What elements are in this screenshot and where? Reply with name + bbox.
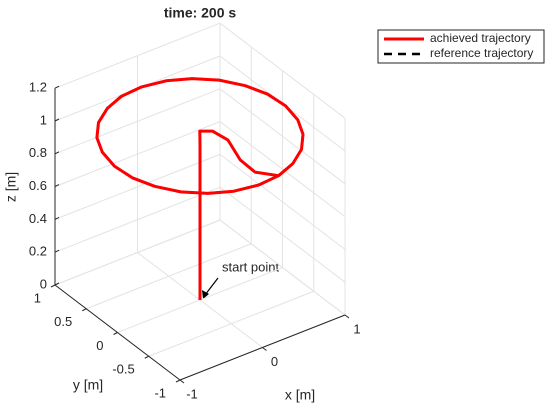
x-tick-label: 1 bbox=[353, 321, 360, 336]
z-tick-label: 0.6 bbox=[29, 178, 47, 193]
z-tick-label: 0.2 bbox=[29, 244, 47, 259]
y-tick-label: 1 bbox=[34, 290, 41, 305]
grid-line bbox=[219, 219, 346, 316]
x-tick-label: -1 bbox=[186, 386, 198, 401]
grid-line bbox=[54, 219, 221, 286]
tick-mark bbox=[54, 118, 60, 122]
chart-title: time: 200 s bbox=[164, 5, 237, 21]
grid-line bbox=[54, 121, 221, 188]
y-tick-label: -0.5 bbox=[112, 362, 134, 377]
grid-line bbox=[219, 186, 346, 283]
x-tick-label: 0 bbox=[271, 354, 278, 369]
grid-line bbox=[54, 186, 221, 253]
y-tick-label: 0 bbox=[96, 338, 103, 353]
grid-line bbox=[54, 153, 221, 220]
tick-mark bbox=[50, 284, 56, 288]
z-tick-label: 0.8 bbox=[29, 145, 47, 160]
legend-label: reference trajectory bbox=[430, 46, 533, 60]
y-tick-label: 0.5 bbox=[54, 314, 72, 329]
tick-mark bbox=[54, 184, 60, 188]
tick-mark bbox=[179, 379, 185, 384]
tick-mark bbox=[54, 249, 60, 253]
grid-line bbox=[86, 243, 252, 310]
grid-line bbox=[219, 88, 346, 185]
grid-line bbox=[219, 154, 346, 250]
tick-mark bbox=[344, 314, 350, 319]
legend-box bbox=[377, 29, 545, 64]
z-tick-label: 1 bbox=[40, 112, 47, 127]
tick-mark bbox=[54, 282, 60, 286]
grid-line bbox=[219, 121, 346, 217]
tick-mark bbox=[262, 347, 267, 351]
annotation-arrowhead bbox=[202, 290, 209, 299]
grid-line bbox=[148, 290, 314, 357]
trajectory bbox=[95, 77, 305, 300]
y-tick-label: -1 bbox=[154, 385, 166, 400]
tick-mark bbox=[175, 379, 181, 383]
grid-line bbox=[54, 22, 221, 89]
tick-mark bbox=[54, 216, 60, 220]
legend-label: achieved trajectory bbox=[430, 31, 531, 45]
grid-line bbox=[54, 88, 221, 155]
z-tick-label: 1.2 bbox=[29, 80, 47, 95]
tick-mark bbox=[144, 355, 149, 359]
z-axis-label: z [m] bbox=[3, 172, 19, 202]
grid-line bbox=[219, 22, 346, 119]
x-axis-label: x [m] bbox=[285, 387, 315, 403]
tick-mark bbox=[54, 85, 60, 89]
annotation-arrow bbox=[204, 277, 219, 296]
y-axis-label: y [m] bbox=[73, 377, 103, 393]
z-tick-label: 0 bbox=[40, 276, 47, 291]
annotation: start point bbox=[222, 259, 279, 274]
z-tick-label: 0.4 bbox=[29, 211, 47, 226]
tick-mark bbox=[113, 332, 118, 335]
tick-mark bbox=[82, 308, 87, 312]
tick-mark bbox=[54, 151, 60, 155]
